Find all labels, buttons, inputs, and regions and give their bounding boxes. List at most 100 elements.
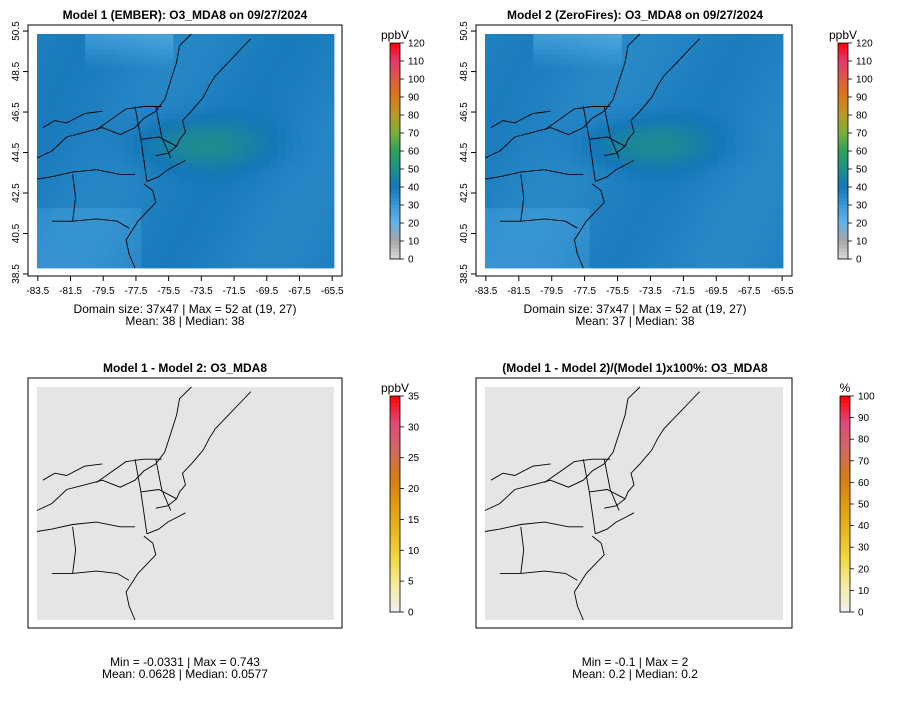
field-cell bbox=[662, 163, 671, 169]
field-cell bbox=[69, 133, 78, 139]
field-cell bbox=[509, 148, 518, 154]
field-cell bbox=[181, 183, 190, 189]
field-cell bbox=[654, 263, 663, 269]
field-cell bbox=[85, 223, 94, 229]
field-cell bbox=[125, 258, 134, 264]
field-cell bbox=[85, 113, 94, 120]
field-cell bbox=[573, 168, 583, 174]
field-cell bbox=[694, 43, 703, 50]
field-cell bbox=[205, 213, 214, 219]
field-cell bbox=[525, 183, 534, 189]
field-cell bbox=[229, 183, 239, 189]
field-cell bbox=[565, 203, 574, 209]
field-cell bbox=[285, 153, 295, 159]
field-cell bbox=[269, 83, 279, 90]
field-cell bbox=[101, 233, 110, 239]
field-cell bbox=[165, 178, 174, 184]
field-cell bbox=[670, 168, 679, 174]
field-cell bbox=[85, 58, 94, 65]
field-cell bbox=[37, 93, 46, 100]
field-cell bbox=[670, 138, 679, 144]
field-cell bbox=[573, 243, 583, 249]
field-cell bbox=[93, 218, 102, 224]
field-cell bbox=[493, 198, 502, 204]
field-cell bbox=[245, 198, 255, 204]
field-cell bbox=[629, 83, 639, 90]
field-cell bbox=[37, 208, 46, 214]
field-cell bbox=[694, 148, 703, 154]
field-cell bbox=[646, 238, 655, 244]
field-cell bbox=[621, 93, 631, 100]
colorbar-segment bbox=[390, 197, 400, 202]
field-cell bbox=[293, 98, 303, 105]
colorbar-segment bbox=[390, 86, 400, 91]
field-cell bbox=[261, 128, 271, 134]
field-cell bbox=[710, 83, 719, 90]
field-cell bbox=[317, 93, 327, 100]
field-cell bbox=[101, 98, 110, 105]
field-cell bbox=[758, 263, 768, 269]
field-cell bbox=[646, 143, 655, 149]
field-cell bbox=[277, 118, 287, 125]
field-cell bbox=[229, 223, 239, 229]
field-cell bbox=[197, 93, 206, 100]
field-cell bbox=[565, 193, 574, 199]
colorbar-segment bbox=[390, 532, 400, 537]
field-cell bbox=[718, 178, 728, 184]
field-cell bbox=[694, 258, 703, 264]
field-cell bbox=[694, 158, 703, 164]
field-cell bbox=[173, 48, 182, 55]
field-cell bbox=[157, 143, 166, 149]
field-cell bbox=[549, 238, 558, 244]
colorbar-segment bbox=[390, 432, 400, 437]
field-cell bbox=[509, 43, 518, 50]
field-cell bbox=[750, 68, 760, 75]
field-cell bbox=[277, 163, 287, 169]
field-cell bbox=[686, 198, 695, 204]
field-cell bbox=[654, 123, 663, 129]
field-cell bbox=[85, 118, 94, 125]
field-cell bbox=[597, 208, 607, 214]
colorbar-segment bbox=[390, 50, 400, 55]
field-cell bbox=[77, 63, 86, 70]
field-cell bbox=[173, 193, 182, 199]
field-cell bbox=[309, 143, 319, 149]
field-cell bbox=[93, 58, 102, 65]
field-cell bbox=[734, 168, 744, 174]
field-cell bbox=[133, 148, 142, 154]
field-cell bbox=[229, 93, 239, 100]
field-cell bbox=[662, 253, 671, 259]
field-cell bbox=[261, 183, 271, 189]
field-cell bbox=[285, 58, 295, 65]
field-cell bbox=[117, 103, 126, 110]
field-cell bbox=[301, 148, 311, 154]
field-cell bbox=[605, 173, 615, 179]
field-cell bbox=[221, 208, 231, 214]
field-cell bbox=[269, 248, 279, 254]
field-cell bbox=[325, 128, 335, 134]
field-cell bbox=[53, 128, 62, 134]
field-cell bbox=[670, 48, 679, 55]
field-cell bbox=[662, 78, 671, 85]
field-cell bbox=[213, 128, 223, 134]
field-cell bbox=[726, 213, 736, 219]
field-cell bbox=[93, 138, 102, 144]
field-cell bbox=[133, 223, 142, 229]
field-cell bbox=[309, 203, 319, 209]
field-cell bbox=[301, 173, 311, 179]
field-cell bbox=[213, 53, 223, 60]
field-cell bbox=[646, 78, 655, 85]
field-cell bbox=[541, 128, 550, 134]
field-cell bbox=[654, 118, 663, 125]
field-cell bbox=[309, 263, 319, 269]
field-cell bbox=[694, 163, 703, 169]
field-cell bbox=[597, 173, 607, 179]
field-cell bbox=[149, 73, 158, 80]
field-cell bbox=[766, 123, 776, 129]
field-cell bbox=[758, 78, 768, 85]
field-cell bbox=[573, 173, 583, 179]
field-cell bbox=[253, 243, 263, 249]
field-cell bbox=[253, 168, 263, 174]
field-cell bbox=[678, 163, 687, 169]
field-cell bbox=[205, 248, 214, 254]
